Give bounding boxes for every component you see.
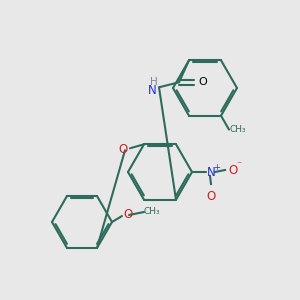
Text: O: O: [123, 208, 132, 221]
Text: N: N: [148, 84, 157, 97]
Text: O: O: [119, 143, 128, 156]
Text: O: O: [228, 164, 237, 176]
Text: CH₃: CH₃: [144, 208, 160, 217]
Text: O: O: [206, 190, 216, 203]
Text: N: N: [207, 166, 216, 178]
Text: ⁻: ⁻: [236, 160, 241, 170]
Text: CH₃: CH₃: [230, 125, 247, 134]
Text: H: H: [150, 77, 158, 87]
Text: +: +: [213, 163, 220, 172]
Text: O: O: [198, 77, 207, 87]
